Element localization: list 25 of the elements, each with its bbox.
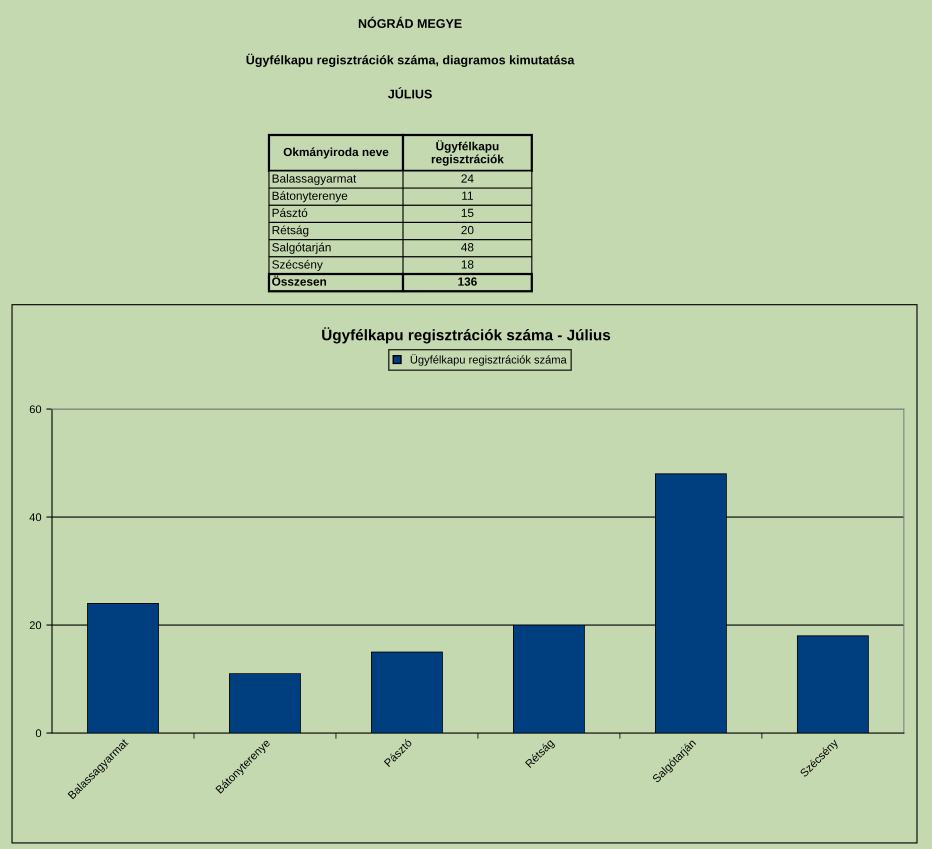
y-tick-label: 20 xyxy=(30,621,42,630)
category-label: Salgótarján xyxy=(272,242,331,254)
text: 20 xyxy=(461,226,474,234)
category-label: Bátonyterenye xyxy=(272,191,348,202)
category-label: Rétság xyxy=(272,225,308,237)
category-label: Balassagyarmat xyxy=(272,174,356,186)
text: 136 xyxy=(458,277,477,286)
text: Okmányiroda neve xyxy=(284,147,388,159)
text: Ügyfélkapu regisztrációk xyxy=(432,140,504,166)
legend-label: Ügyfélkapu regisztrációk száma xyxy=(410,354,567,366)
chart-title: Ügyfélkapu regisztrációk száma - Július xyxy=(322,327,610,344)
text: 15 xyxy=(462,208,474,218)
text: NÓGRÁD MEGYE xyxy=(358,16,462,28)
text: 11 xyxy=(462,192,473,200)
category-label: Szécsény xyxy=(272,260,323,272)
text: JÚLIUS xyxy=(388,87,432,98)
y-tick-label: 40 xyxy=(29,513,42,522)
text: 24 xyxy=(461,174,474,183)
text: Összesen xyxy=(272,276,326,286)
y-tick-label: 0 xyxy=(36,729,42,738)
category-label: Pásztó xyxy=(272,208,308,218)
text: 48 xyxy=(461,243,474,252)
text: Ügyfélkapu regisztrációk száma, diagramos kimutatása xyxy=(246,54,574,67)
y-tick-label: 60 xyxy=(30,405,42,414)
text: 18 xyxy=(462,260,474,269)
